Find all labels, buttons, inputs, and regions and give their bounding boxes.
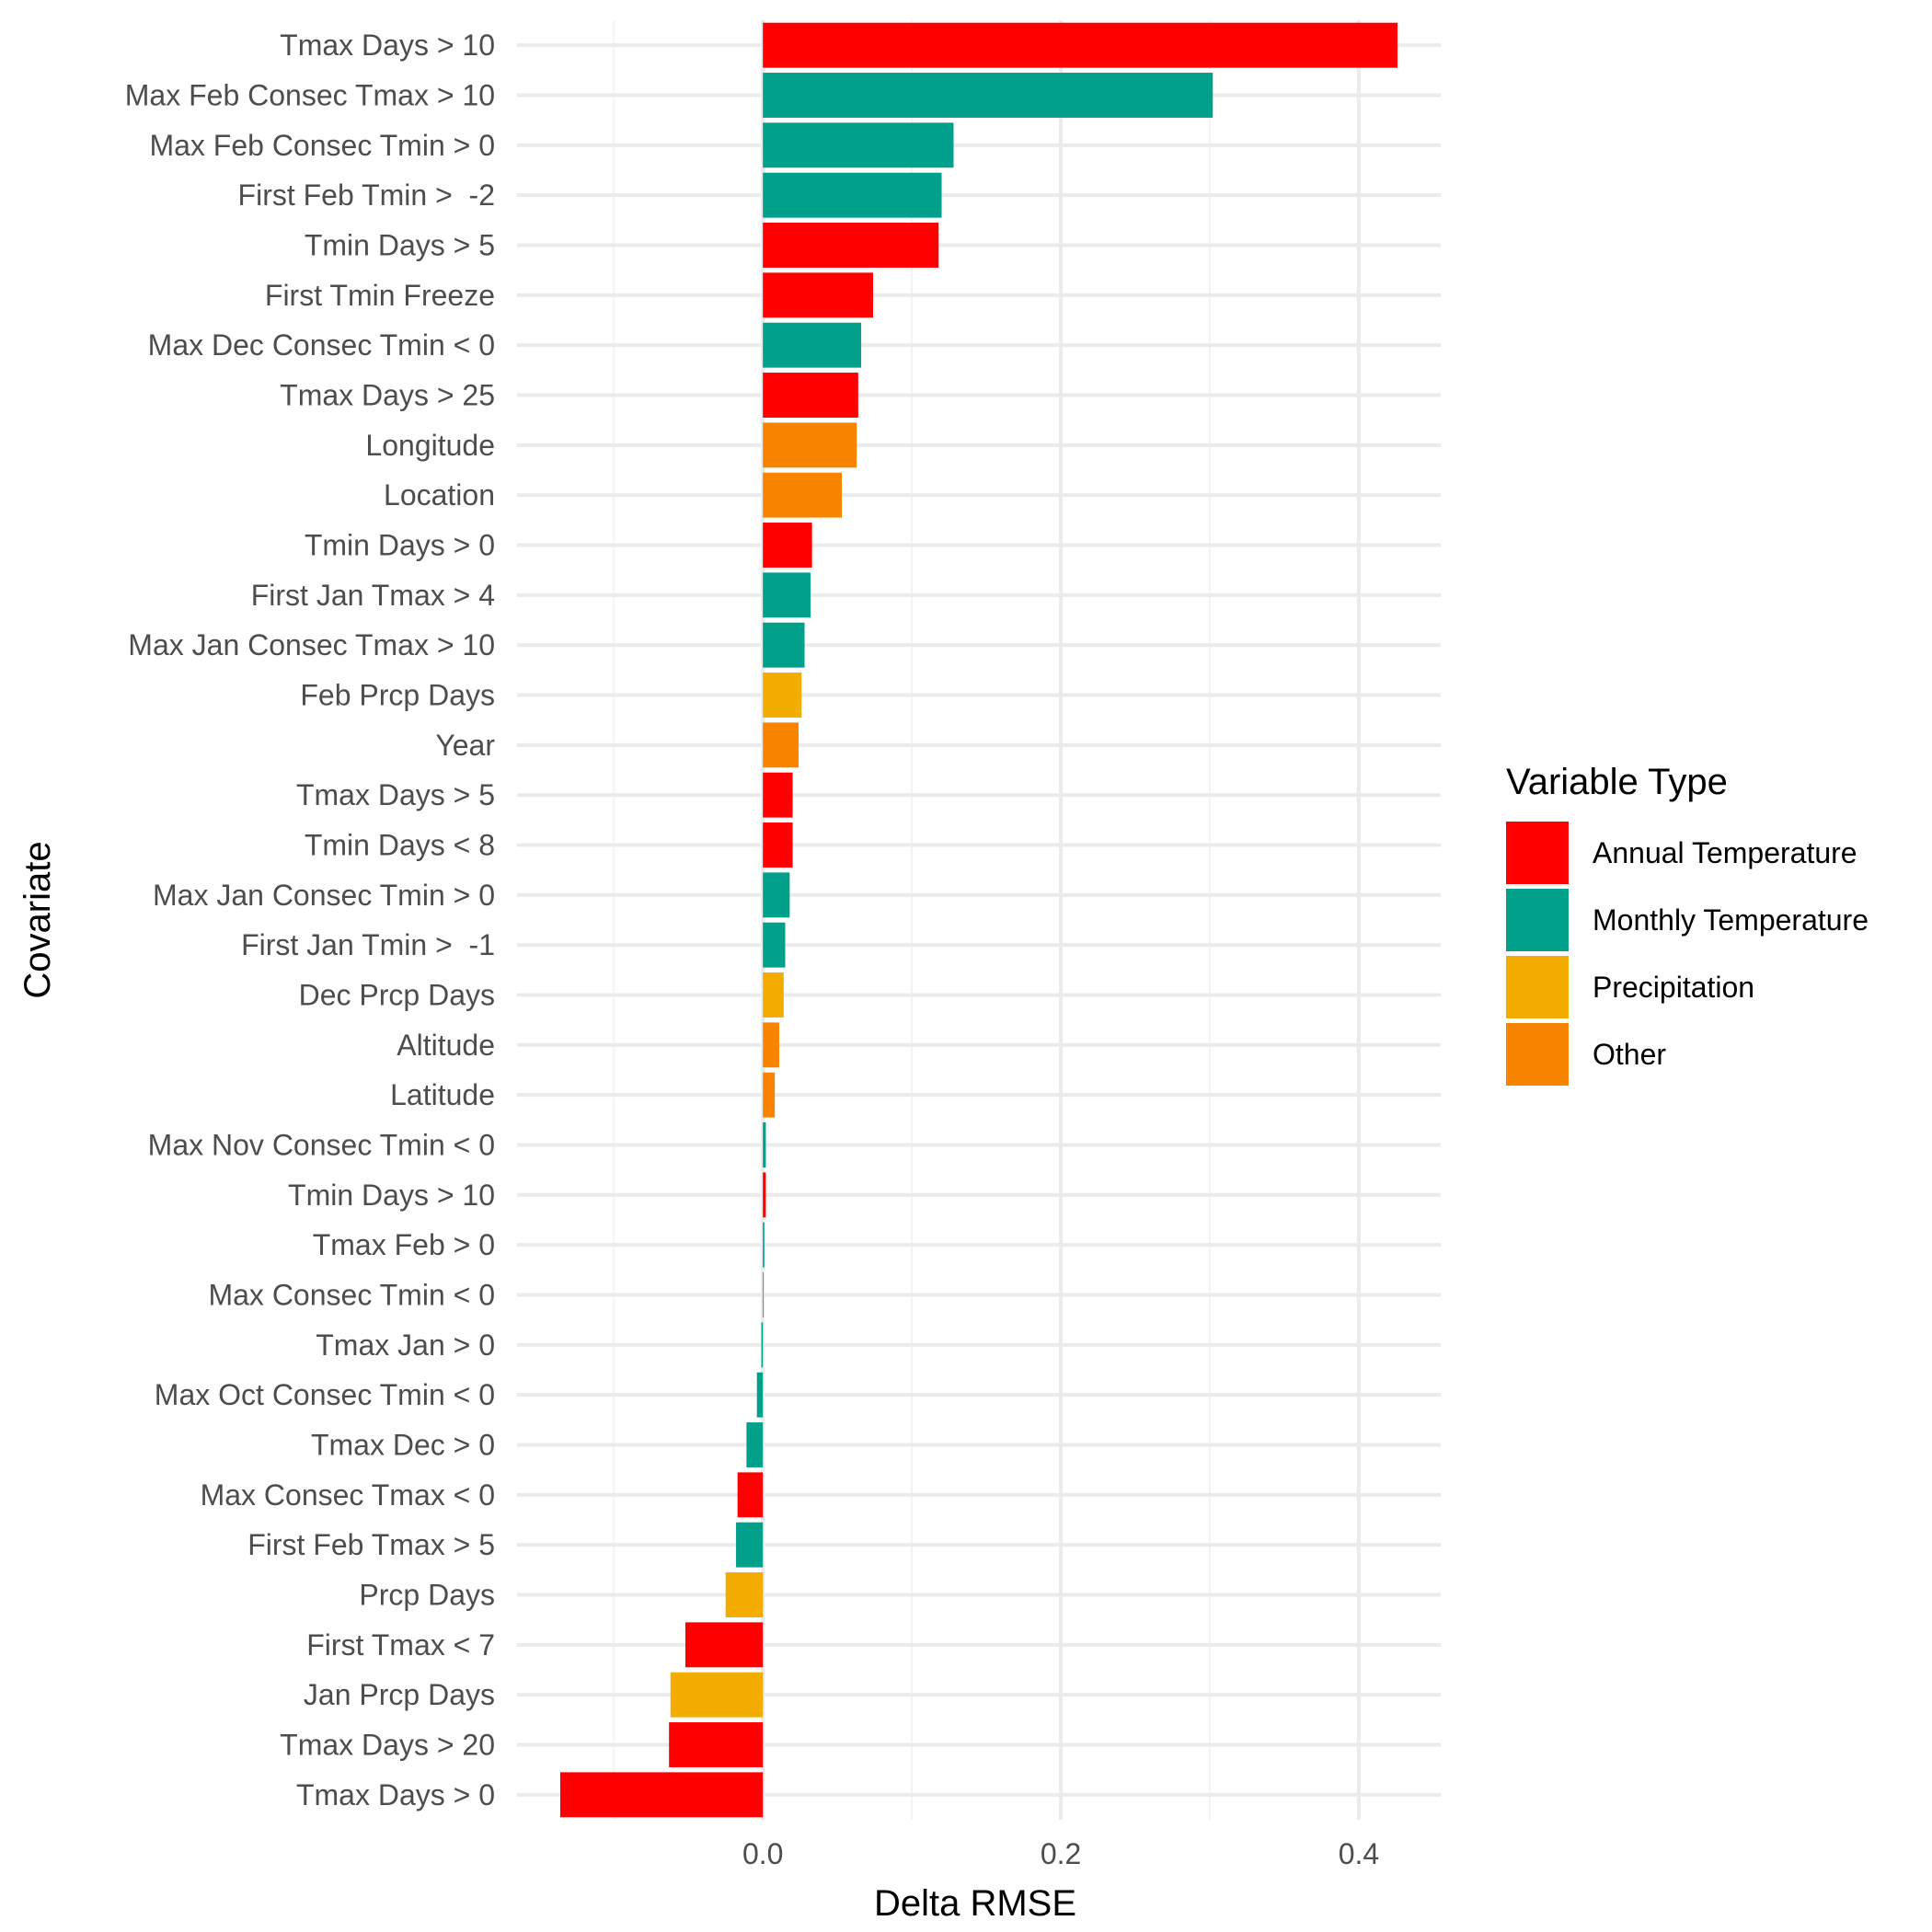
y-tick-label: Tmax Days > 0 — [296, 1778, 495, 1811]
bar — [763, 772, 793, 818]
y-tick-label: Max Consec Tmin < 0 — [208, 1279, 495, 1312]
bar — [725, 1572, 764, 1617]
bar — [763, 1022, 780, 1068]
bar — [763, 422, 857, 468]
x-tick-label: 0.2 — [1041, 1837, 1081, 1870]
y-tick-labels: Tmax Days > 10 Max Feb Consec Tmax > 10 Ma… — [125, 29, 496, 1811]
bar — [763, 73, 1213, 118]
y-tick-label: First Jan Tmax > 4 — [251, 579, 495, 612]
y-tick-label: Year — [435, 729, 495, 762]
bar — [763, 272, 874, 318]
y-tick-label: First Tmax < 7 — [306, 1628, 495, 1662]
bar — [763, 1072, 776, 1118]
bar — [763, 322, 862, 368]
bar — [763, 373, 858, 418]
bar — [756, 1372, 764, 1418]
y-tick-label: First Tmin Freeze — [265, 279, 495, 312]
y-tick-label: Tmax Days > 5 — [296, 778, 495, 811]
bar — [669, 1722, 764, 1767]
legend-swatch — [1506, 1023, 1569, 1086]
y-tick-label: First Feb Tmax > 5 — [247, 1528, 495, 1561]
bar — [763, 1272, 765, 1317]
y-tick-label: Tmax Days > 20 — [280, 1729, 495, 1762]
y-tick-label: Max Feb Consec Tmin > 0 — [149, 129, 495, 162]
bar — [763, 722, 799, 768]
y-tick-label: Tmin Days > 0 — [305, 529, 495, 562]
bar — [763, 872, 790, 918]
bar — [763, 972, 784, 1018]
bar — [559, 1772, 764, 1818]
y-tick-label: Tmax Dec > 0 — [311, 1429, 495, 1462]
y-tick-label: Location — [384, 478, 495, 512]
legend-swatch — [1506, 889, 1569, 951]
y-tick-label: Feb Prcp Days — [300, 679, 495, 712]
bar — [670, 1672, 764, 1718]
bar — [763, 1122, 766, 1167]
bar — [763, 223, 939, 268]
y-tick-label: Max Oct Consec Tmin < 0 — [155, 1378, 495, 1411]
bar — [761, 1322, 764, 1368]
bar — [763, 572, 811, 618]
bar — [763, 172, 942, 218]
bars-layer — [559, 22, 1398, 1818]
y-tick-label: Max Nov Consec Tmin < 0 — [148, 1129, 495, 1162]
y-tick-label: Tmax Jan > 0 — [316, 1328, 495, 1362]
bar — [763, 1172, 766, 1218]
legend-label: Annual Temperature — [1593, 836, 1857, 869]
y-tick-label: Longitude — [365, 429, 495, 462]
y-axis-title: Covariate — [17, 841, 58, 998]
grid-layer — [517, 20, 1441, 1820]
y-tick-label: Tmin Days < 8 — [305, 829, 495, 862]
y-tick-label: Tmin Days > 10 — [288, 1179, 495, 1212]
y-tick-label: Max Feb Consec Tmax > 10 — [125, 79, 495, 112]
legend-swatch — [1506, 822, 1569, 884]
legend-label: Monthly Temperature — [1593, 903, 1869, 937]
y-tick-label: Tmin Days > 5 — [305, 229, 495, 262]
x-tick-labels: 0.0 0.2 0.4 — [742, 1837, 1379, 1870]
y-tick-label: Tmax Days > 10 — [280, 29, 495, 62]
bar — [763, 1222, 765, 1268]
y-tick-label: Prcp Days — [359, 1579, 495, 1612]
legend-swatch — [1506, 956, 1569, 1018]
bar — [763, 673, 802, 718]
bar — [763, 472, 843, 518]
legend-label: Precipitation — [1593, 971, 1754, 1004]
bar — [684, 1622, 764, 1668]
bar — [737, 1472, 764, 1518]
x-tick-label: 0.0 — [742, 1837, 783, 1870]
bar — [763, 922, 786, 968]
bar — [736, 1522, 764, 1568]
y-tick-label: Max Dec Consec Tmin < 0 — [148, 328, 495, 362]
legend-entries: Annual Temperature Monthly Temperature Pre… — [1506, 822, 1869, 1086]
bar — [746, 1422, 764, 1467]
y-tick-label: Max Jan Consec Tmax > 10 — [128, 628, 495, 661]
bar — [763, 822, 793, 868]
legend-title: Variable Type — [1506, 762, 1728, 802]
y-tick-label: Jan Prcp Days — [304, 1678, 495, 1711]
y-tick-label: Latitude — [390, 1078, 495, 1111]
y-tick-label: Max Jan Consec Tmin > 0 — [153, 879, 495, 912]
legend-label: Other — [1593, 1038, 1666, 1071]
y-tick-label: First Jan Tmin > -1 — [241, 928, 495, 961]
bar — [763, 22, 1398, 68]
bar — [763, 122, 954, 168]
y-tick-label: Tmax Days > 25 — [280, 379, 495, 412]
legend: Variable Type Annual Temperature Monthly … — [1506, 762, 1869, 1086]
y-tick-label: First Feb Tmin > -2 — [238, 178, 495, 212]
x-tick-label: 0.4 — [1339, 1837, 1379, 1870]
bar — [763, 523, 812, 568]
y-tick-label: Max Consec Tmax < 0 — [201, 1478, 495, 1512]
y-tick-label: Altitude — [397, 1029, 495, 1062]
y-tick-label: Dec Prcp Days — [299, 979, 495, 1012]
x-axis-title: Delta RMSE — [874, 1883, 1076, 1924]
bar — [763, 622, 805, 668]
y-tick-label: Tmax Feb > 0 — [313, 1228, 495, 1261]
